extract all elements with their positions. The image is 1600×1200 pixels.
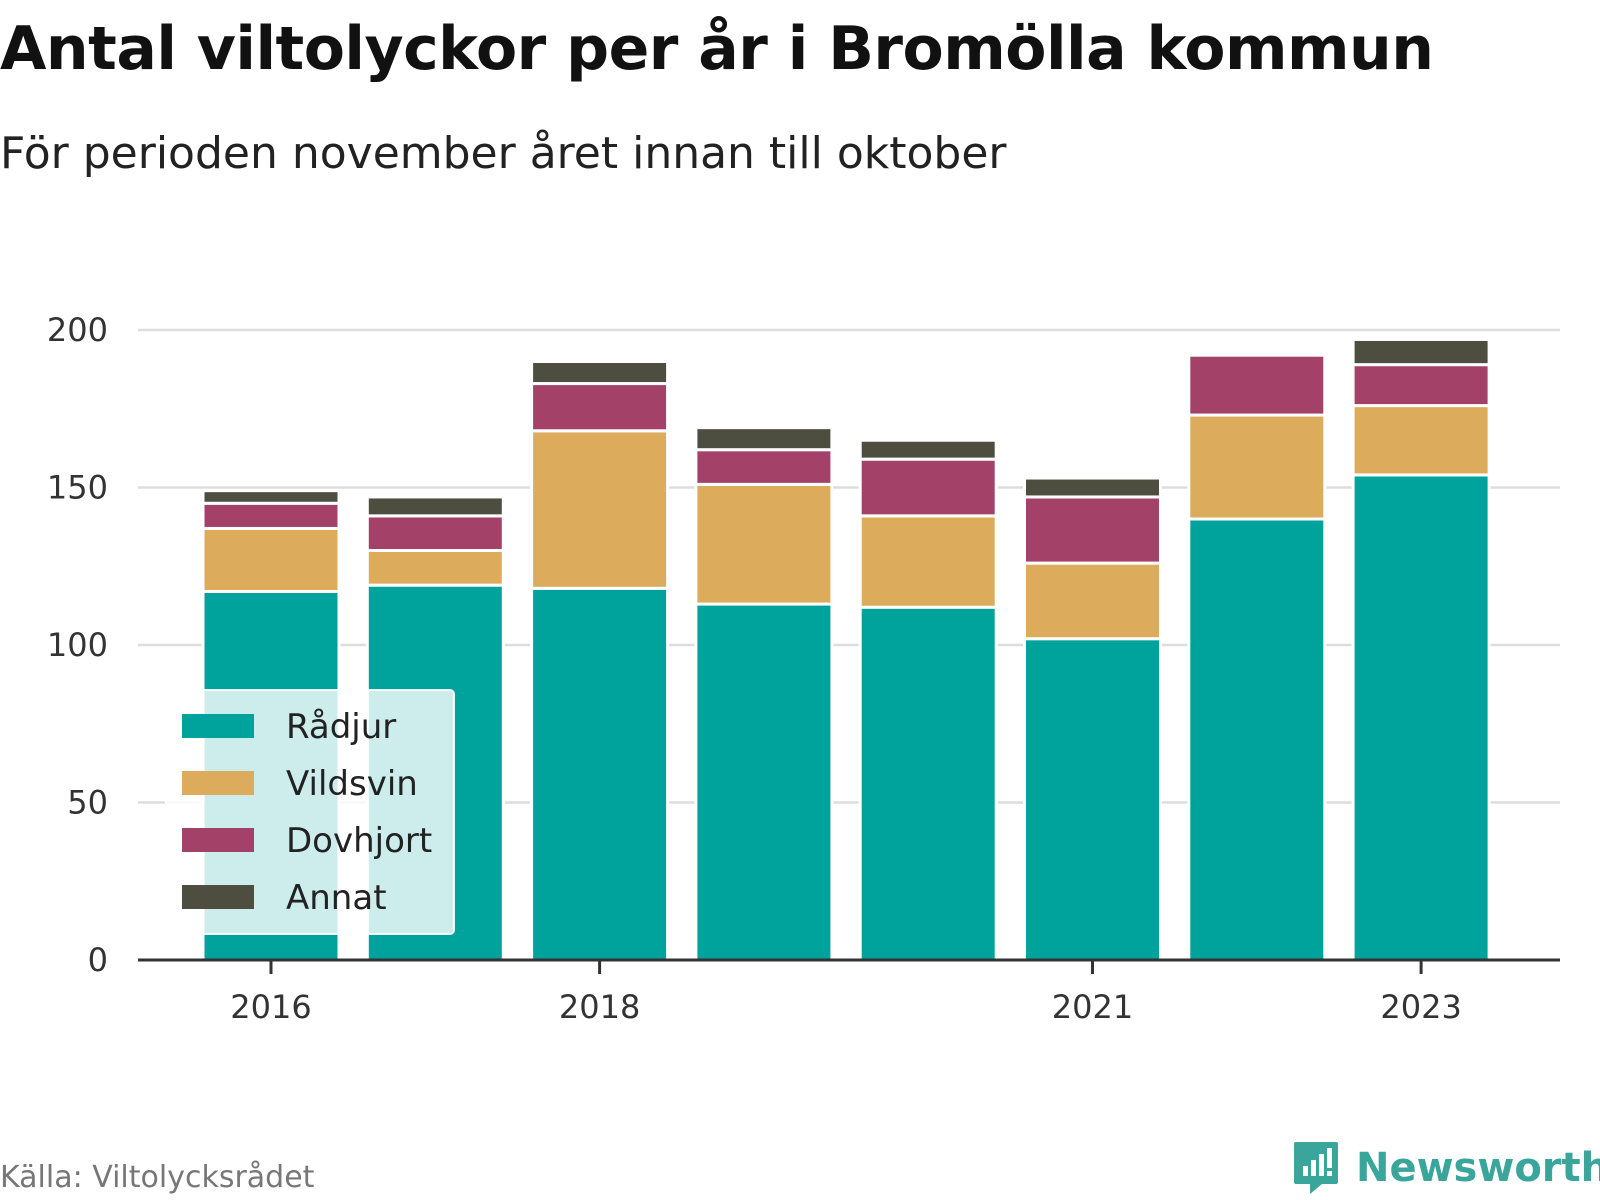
- bar-segment-dovhjort-2022: [1187, 353, 1327, 417]
- stacked-bar-chart: 0 50 100 150 200 2016 2018 2021 2023 Rådjur Vilds…: [47, 311, 1560, 1026]
- legend-label-dovhjort: Dovhjort: [286, 821, 432, 861]
- y-tick-label: 100: [47, 626, 108, 664]
- bar-segment-annat-2021: [1023, 476, 1162, 499]
- bar-segment-vildsvin-2019: [694, 482, 834, 606]
- bar-segment-dovhjort-2019: [694, 448, 834, 486]
- x-tick-label: 2023: [1380, 988, 1461, 1026]
- x-tick-label: 2016: [230, 988, 311, 1026]
- brand-logo: Newsworthy: [1292, 1140, 1600, 1196]
- legend-swatch-annat: [182, 885, 254, 909]
- bar-segment-dovhjort-2018: [530, 382, 670, 433]
- legend-label-vildsvin: Vildsvin: [286, 764, 418, 804]
- bar-segment-annat-2016: [201, 489, 341, 505]
- legend-label-rådjur: Rådjur: [286, 707, 396, 747]
- bar-segment-dovhjort-2023: [1351, 363, 1491, 408]
- bar-segment-annat-2020: [858, 438, 998, 461]
- bar-segment-vildsvin-2016: [201, 526, 341, 593]
- bar-segment-vildsvin-2021: [1023, 561, 1162, 641]
- brand-name: Newsworthy: [1356, 1145, 1600, 1191]
- x-tick-label: 2021: [1052, 988, 1133, 1026]
- legend-swatch-rådjur: [182, 714, 254, 738]
- legend: Rådjur Vildsvin Dovhjort Annat: [165, 689, 455, 935]
- bar-segment-rådjur-2018: [530, 586, 670, 962]
- bar-segment-vildsvin-2022: [1187, 413, 1327, 521]
- chart-subtitle: För perioden november året innan till ok…: [0, 128, 1007, 179]
- x-tick-label: 2018: [559, 988, 640, 1026]
- axes: 0 50 100 150 200 2016 2018 2021 2023: [47, 311, 1560, 1026]
- bar-chart-speech-bubble-icon: [1294, 1142, 1338, 1194]
- legend-swatch-vildsvin: [182, 771, 254, 795]
- chart-title: Antal viltolyckor per år i Bromölla komm…: [0, 14, 1434, 84]
- bar-segment-vildsvin-2017: [365, 549, 505, 587]
- bar-segment-rådjur-2022: [1187, 517, 1327, 962]
- legend-swatch-dovhjort: [182, 828, 254, 852]
- bar-segment-dovhjort-2016: [201, 501, 341, 530]
- bar-segment-vildsvin-2020: [858, 514, 998, 609]
- bar-segment-annat-2023: [1351, 337, 1491, 367]
- bar-segment-dovhjort-2017: [365, 514, 505, 552]
- bar-segment-dovhjort-2021: [1023, 495, 1162, 565]
- source-note: Källa: Viltolycksrådet: [0, 1160, 315, 1195]
- bar-segment-vildsvin-2023: [1351, 404, 1491, 477]
- y-tick-label: 150: [47, 469, 108, 507]
- bar-segment-vildsvin-2018: [530, 429, 670, 590]
- bar-segment-rådjur-2021: [1023, 637, 1162, 962]
- bar-segment-annat-2018: [530, 360, 670, 386]
- bar-segment-dovhjort-2020: [858, 457, 998, 518]
- y-tick-label: 0: [88, 941, 108, 979]
- legend-box: [165, 689, 455, 935]
- y-tick-label: 50: [67, 784, 108, 822]
- y-tick-label: 200: [47, 311, 108, 349]
- bar-segment-annat-2019: [694, 426, 834, 452]
- bar-segment-annat-2017: [365, 495, 505, 518]
- bar-segment-rådjur-2020: [858, 605, 998, 962]
- legend-label-annat: Annat: [286, 878, 387, 918]
- bar-segment-rådjur-2019: [694, 602, 834, 962]
- bar-segment-rådjur-2023: [1351, 473, 1491, 962]
